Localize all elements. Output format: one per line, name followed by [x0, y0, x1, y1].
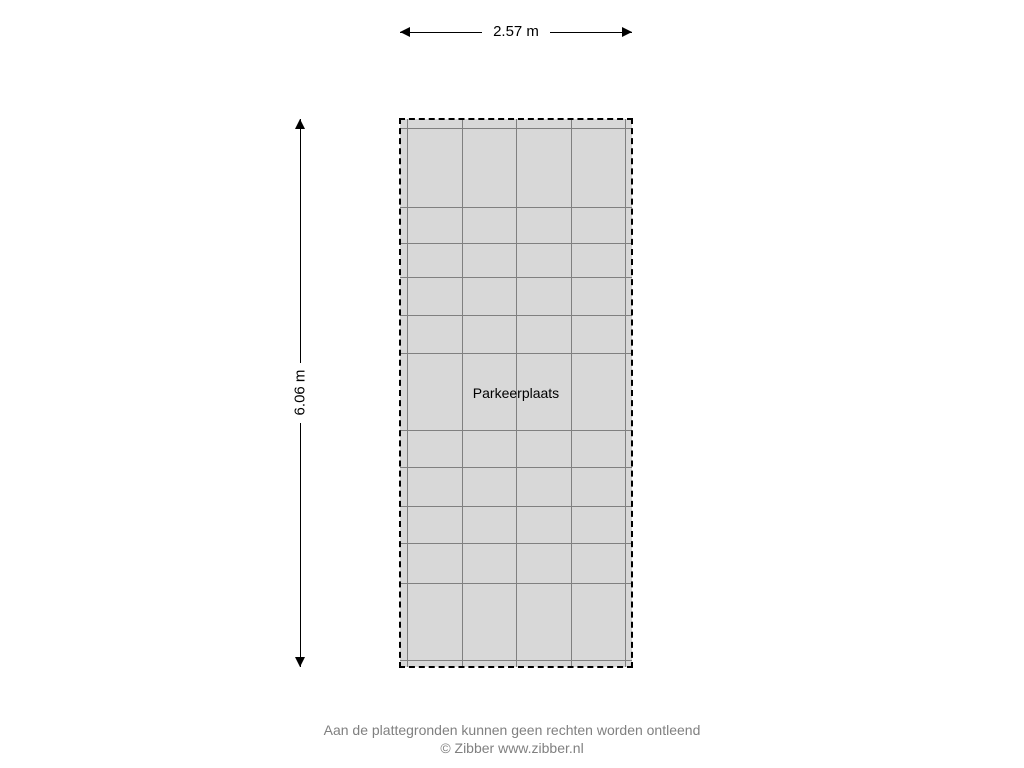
- floorplan-canvas: Parkeerplaats 2.57 m 6.06 m Aan de platt…: [0, 0, 1024, 768]
- room-label: Parkeerplaats: [400, 385, 632, 401]
- dim-left-line: [300, 423, 301, 667]
- dim-top-arrow-right: [622, 27, 632, 37]
- dim-width-label: 2.57 m: [482, 23, 550, 40]
- dim-left-line: [300, 119, 301, 363]
- footer-copyright: © Zibber www.zibber.nl: [0, 740, 1024, 756]
- dim-height-label: 6.06 m: [292, 363, 309, 423]
- footer-disclaimer: Aan de plattegronden kunnen geen rechten…: [0, 722, 1024, 738]
- dim-top-line: [400, 32, 482, 33]
- dim-left-arrow-up: [295, 119, 305, 129]
- dim-left-arrow-down: [295, 657, 305, 667]
- dim-top-arrow-left: [400, 27, 410, 37]
- dim-top-line: [550, 32, 632, 33]
